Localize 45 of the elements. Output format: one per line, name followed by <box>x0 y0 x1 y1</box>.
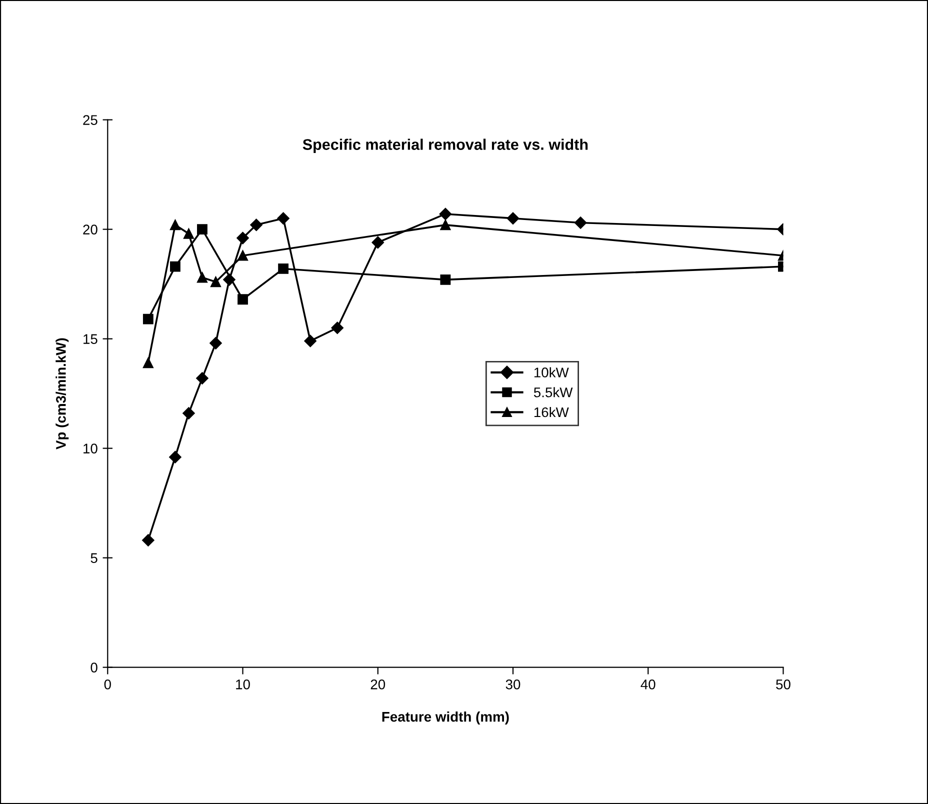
y-tick-label: 10 <box>84 444 98 454</box>
point <box>142 314 154 324</box>
point <box>440 220 451 230</box>
point <box>184 228 194 239</box>
point <box>197 224 208 235</box>
point <box>331 322 344 334</box>
point <box>182 407 195 420</box>
point <box>574 216 587 229</box>
x-tick-label: 40 <box>640 679 656 690</box>
point <box>439 208 452 220</box>
text: Specific material removal rate vs. width <box>302 138 588 153</box>
point <box>440 274 451 285</box>
legend-label: 10kW <box>534 367 569 378</box>
y-tick-label: 0 <box>90 662 98 672</box>
point <box>250 218 262 232</box>
point <box>170 220 180 230</box>
legend-label: 5.5kW <box>534 387 573 398</box>
point <box>210 276 221 288</box>
point <box>278 264 289 274</box>
point <box>506 212 520 224</box>
point <box>304 334 316 348</box>
x-tick-label: 10 <box>236 679 250 690</box>
point <box>170 261 180 272</box>
y-axis-title: Vp (cm3/min.kW) <box>56 338 69 450</box>
x-tick-label: 50 <box>776 679 790 690</box>
point <box>142 358 154 368</box>
y-tick-label: 5 <box>90 553 98 563</box>
legend-label: 16kW <box>534 406 569 418</box>
y-tick-label: 25 <box>83 115 98 125</box>
x-tick-label: 0 <box>104 679 111 690</box>
point <box>169 450 182 464</box>
y-tick-label: 20 <box>83 224 98 234</box>
x-tick-label: 20 <box>370 679 386 690</box>
point <box>238 250 248 261</box>
point <box>210 337 222 350</box>
point <box>196 372 208 384</box>
point <box>236 232 249 244</box>
point <box>277 212 290 224</box>
x-tick-label: 30 <box>506 679 520 690</box>
point <box>197 272 208 283</box>
point <box>372 236 384 249</box>
y-tick-label: 15 <box>84 334 98 344</box>
point <box>142 534 154 546</box>
point <box>238 294 248 305</box>
x-axis-title: Feature width (mm) <box>382 712 509 724</box>
